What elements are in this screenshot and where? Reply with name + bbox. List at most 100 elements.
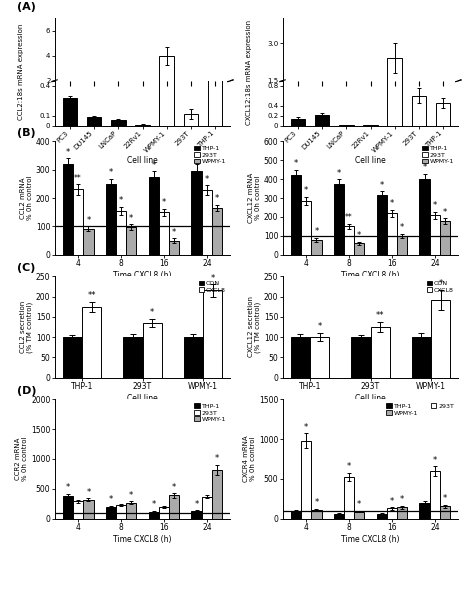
Bar bbox=[431, 300, 450, 378]
Bar bbox=[291, 337, 310, 378]
Bar bbox=[123, 337, 142, 378]
Bar bbox=[291, 511, 301, 519]
Text: *: * bbox=[152, 500, 156, 509]
Bar bbox=[160, 56, 174, 106]
Text: *: * bbox=[210, 274, 215, 283]
Bar bbox=[159, 507, 169, 519]
Text: *: * bbox=[194, 500, 199, 509]
X-axis label: Time CXCL8 (h): Time CXCL8 (h) bbox=[341, 271, 400, 280]
Bar bbox=[169, 495, 180, 519]
Text: *: * bbox=[357, 500, 361, 509]
Bar bbox=[149, 511, 159, 519]
Text: *: * bbox=[433, 456, 437, 465]
Bar bbox=[191, 511, 202, 519]
Bar bbox=[377, 195, 387, 255]
Bar bbox=[377, 514, 387, 519]
Bar bbox=[126, 503, 136, 519]
Text: *: * bbox=[205, 174, 209, 184]
Text: *: * bbox=[215, 194, 219, 203]
Bar bbox=[397, 507, 408, 519]
Bar bbox=[105, 184, 116, 255]
Text: *: * bbox=[294, 159, 298, 168]
Text: (C): (C) bbox=[17, 263, 35, 273]
Text: *: * bbox=[86, 488, 91, 497]
Bar bbox=[208, 0, 222, 126]
X-axis label: Cell line: Cell line bbox=[355, 394, 386, 403]
Bar bbox=[73, 502, 83, 519]
Text: *: * bbox=[66, 148, 70, 157]
Y-axis label: CXCR4 mRNA
% 0h control: CXCR4 mRNA % 0h control bbox=[243, 436, 256, 482]
Bar bbox=[202, 190, 212, 255]
Bar bbox=[315, 115, 329, 126]
Bar bbox=[387, 508, 397, 519]
Bar bbox=[397, 236, 408, 255]
Bar bbox=[387, 213, 397, 255]
Text: *: * bbox=[152, 161, 156, 169]
Text: *: * bbox=[119, 196, 123, 205]
Text: *: * bbox=[172, 228, 176, 237]
Text: **: ** bbox=[74, 174, 82, 183]
Text: *: * bbox=[422, 163, 427, 173]
Text: *: * bbox=[314, 227, 319, 236]
Bar bbox=[184, 114, 198, 126]
Text: (B): (B) bbox=[17, 128, 35, 138]
Text: *: * bbox=[443, 494, 447, 503]
Bar bbox=[419, 179, 430, 255]
Text: *: * bbox=[400, 223, 404, 232]
Text: *: * bbox=[357, 231, 361, 240]
Text: *: * bbox=[438, 279, 443, 288]
Text: (D): (D) bbox=[17, 386, 36, 396]
Bar bbox=[291, 119, 305, 126]
Text: **: ** bbox=[376, 311, 384, 321]
Bar bbox=[315, 112, 329, 118]
Bar bbox=[111, 105, 125, 106]
Text: *: * bbox=[337, 169, 341, 177]
Bar bbox=[354, 511, 364, 519]
Bar bbox=[344, 227, 354, 255]
Bar bbox=[63, 495, 73, 519]
Bar bbox=[208, 84, 222, 106]
Bar bbox=[212, 208, 222, 255]
Text: *: * bbox=[194, 154, 199, 163]
Bar bbox=[419, 503, 430, 519]
Text: *: * bbox=[380, 181, 384, 190]
Bar bbox=[82, 306, 101, 378]
X-axis label: Time CXCL8 (h): Time CXCL8 (h) bbox=[113, 271, 172, 280]
Bar bbox=[105, 507, 116, 519]
X-axis label: Cell line: Cell line bbox=[127, 394, 158, 403]
Text: CCL2:18s mRNA expression: CCL2:18s mRNA expression bbox=[19, 24, 24, 120]
Text: *: * bbox=[400, 495, 404, 504]
Bar bbox=[344, 476, 354, 519]
Legend: CON, CXCL8: CON, CXCL8 bbox=[426, 279, 455, 294]
Text: **: ** bbox=[87, 291, 96, 300]
Bar bbox=[212, 470, 222, 519]
Bar bbox=[184, 337, 203, 378]
Legend: THP-1, 293T, WPMY-1: THP-1, 293T, WPMY-1 bbox=[421, 144, 455, 165]
X-axis label: Time CXCL8 (h): Time CXCL8 (h) bbox=[113, 535, 172, 544]
Text: *: * bbox=[66, 483, 70, 492]
Bar bbox=[111, 120, 125, 126]
Text: *: * bbox=[314, 498, 319, 507]
Bar bbox=[388, 58, 402, 118]
Text: *: * bbox=[433, 201, 437, 210]
Text: *: * bbox=[86, 216, 91, 225]
Bar bbox=[430, 471, 440, 519]
Bar bbox=[83, 228, 94, 255]
Text: *: * bbox=[129, 214, 133, 223]
Bar bbox=[310, 337, 329, 378]
Legend: CON, CXCL8: CON, CXCL8 bbox=[198, 279, 227, 294]
Bar bbox=[440, 507, 450, 519]
Bar bbox=[291, 175, 301, 255]
Bar bbox=[354, 243, 364, 255]
Bar bbox=[63, 164, 73, 255]
Bar bbox=[440, 221, 450, 255]
Bar bbox=[436, 103, 450, 126]
Bar bbox=[160, 0, 174, 126]
Text: *: * bbox=[390, 497, 394, 506]
Bar bbox=[333, 184, 344, 255]
Y-axis label: CXCL12 mRNA
% 0h control: CXCL12 mRNA % 0h control bbox=[248, 173, 261, 223]
Legend: THP-1, 293T, WPMY-1: THP-1, 293T, WPMY-1 bbox=[193, 402, 227, 423]
Bar bbox=[63, 102, 77, 106]
Text: *: * bbox=[304, 186, 308, 195]
Bar bbox=[135, 125, 150, 126]
